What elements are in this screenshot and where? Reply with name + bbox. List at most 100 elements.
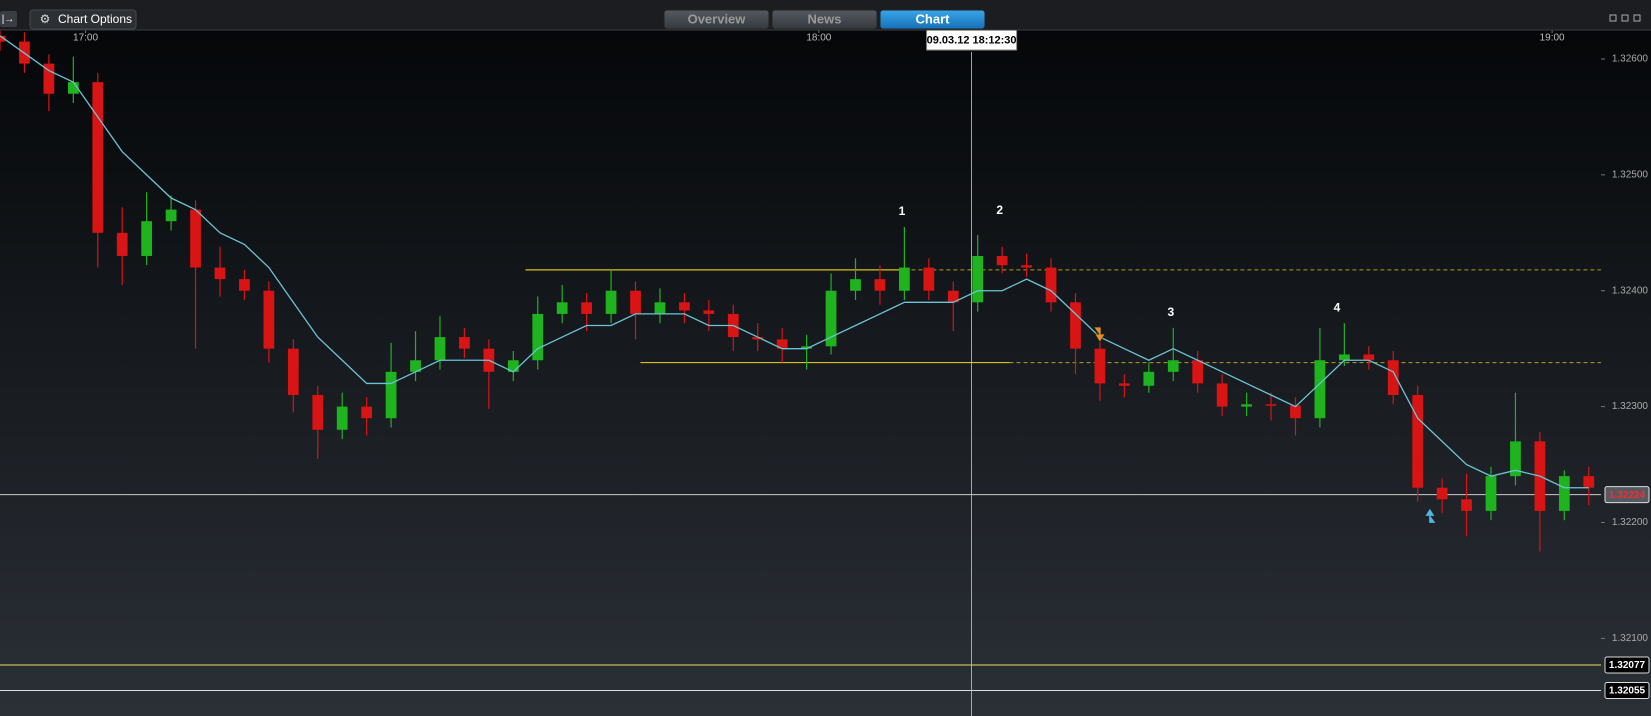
candle-body (67, 82, 79, 94)
chart-options-button[interactable] (29, 9, 137, 30)
candle-body (581, 302, 593, 314)
candle-body (1070, 302, 1081, 349)
price-level-box (1604, 682, 1650, 700)
candle-body (605, 290, 617, 314)
candle-body (1412, 395, 1424, 488)
candle-body (239, 279, 250, 291)
candle-body (1436, 487, 1448, 500)
annotation-label: 4 (1334, 300, 1341, 314)
candle-body (1314, 360, 1326, 419)
candle-body (1363, 354, 1375, 361)
candle-body (92, 82, 104, 233)
candle-body (287, 348, 299, 396)
candle-body (1045, 267, 1057, 303)
candle-body (1216, 383, 1228, 407)
candle-body (556, 302, 568, 314)
candle-body (1387, 360, 1399, 396)
candle-body (141, 221, 153, 256)
close-icon[interactable] (1633, 14, 1641, 22)
y-tick-label: 1.32500 (1612, 169, 1649, 180)
candle-body (1143, 371, 1155, 386)
tab-bar: Overview News Chart (663, 9, 986, 30)
candle-body (1485, 476, 1497, 511)
collapse-button[interactable] (0, 11, 17, 27)
y-tick-label: 1.32300 (1612, 401, 1649, 412)
tab-label: News (808, 11, 842, 26)
candle-body (801, 346, 812, 349)
candle-body (1583, 476, 1595, 488)
tab-button[interactable] (771, 9, 878, 30)
x-tick-label: 19:00 (1540, 33, 1565, 44)
candle-body (874, 279, 886, 291)
x-tick-label: 17:00 (73, 33, 98, 44)
candle-body (776, 339, 788, 349)
candle-body (312, 395, 324, 430)
y-tick-label: 1.32200 (1612, 517, 1649, 528)
tab-button[interactable] (879, 9, 986, 30)
buy-marker (1424, 507, 1437, 524)
candle-body (703, 310, 715, 314)
candle-body (434, 337, 446, 361)
y-tick-label: 1.32100 (1612, 633, 1649, 644)
candle-body (1167, 360, 1179, 372)
candle-body (532, 313, 544, 361)
candle-body (263, 290, 275, 349)
candle-body (214, 267, 226, 280)
price-level-box (1604, 486, 1650, 504)
candle-body (1338, 354, 1350, 361)
candle-body (1265, 404, 1277, 406)
gear-icon: ⚙ (40, 12, 51, 26)
tab-label: Overview (688, 11, 747, 26)
candle-body (1094, 348, 1106, 384)
sell-marker (1093, 326, 1106, 343)
candle-body (336, 406, 348, 430)
maximize-icon[interactable] (1621, 14, 1629, 22)
candle-body (752, 337, 764, 340)
annotation-label: 1 (899, 204, 906, 218)
candle-body (654, 302, 666, 314)
candle-body (1510, 441, 1521, 477)
candle-body (1558, 476, 1570, 511)
moving-average-line (0, 35, 1589, 489)
candle-body (899, 267, 910, 291)
candle-body (43, 63, 55, 94)
candle-body (947, 290, 959, 303)
candle-body (410, 360, 421, 372)
collapse-icon: |→ (2, 14, 15, 25)
price-level-label: 1.32224 (1609, 490, 1646, 501)
annotation-label: 3 (1167, 305, 1174, 319)
annotation-label: 2 (996, 203, 1003, 217)
x-tick-label: 18:00 (806, 33, 831, 44)
candle-body (630, 290, 641, 314)
candle-body (459, 337, 470, 349)
tab-label: Chart (916, 11, 951, 26)
candle-body (1290, 405, 1301, 419)
candle-body (825, 290, 837, 347)
candle-body (1461, 499, 1472, 511)
candle-body (1021, 265, 1032, 268)
candle-body (996, 255, 1008, 266)
y-tick-label: 1.32600 (1612, 54, 1649, 65)
price-level-label: 1.32077 (1609, 660, 1646, 671)
candle-body (190, 209, 201, 268)
candle-body (507, 360, 519, 372)
y-tick-label: 1.32400 (1612, 285, 1649, 296)
candle-body (0, 35, 6, 42)
minimize-icon[interactable] (1609, 14, 1617, 22)
candle-body (385, 371, 397, 419)
chart-options-label: Chart Options (58, 12, 132, 26)
price-level-box (1604, 656, 1650, 674)
candle-body (165, 209, 177, 222)
tab-button[interactable] (663, 9, 770, 30)
candle-body (361, 406, 373, 419)
candle-body (1118, 383, 1130, 386)
candle-body (1241, 404, 1252, 407)
candle-body (1192, 360, 1204, 384)
candle-body (116, 232, 128, 256)
candle-body (679, 302, 690, 311)
plot-area: 1.32100 1.32200 1.32300 1.32400 1.32500 1.326… (0, 26, 1650, 716)
candle-body (972, 255, 984, 303)
